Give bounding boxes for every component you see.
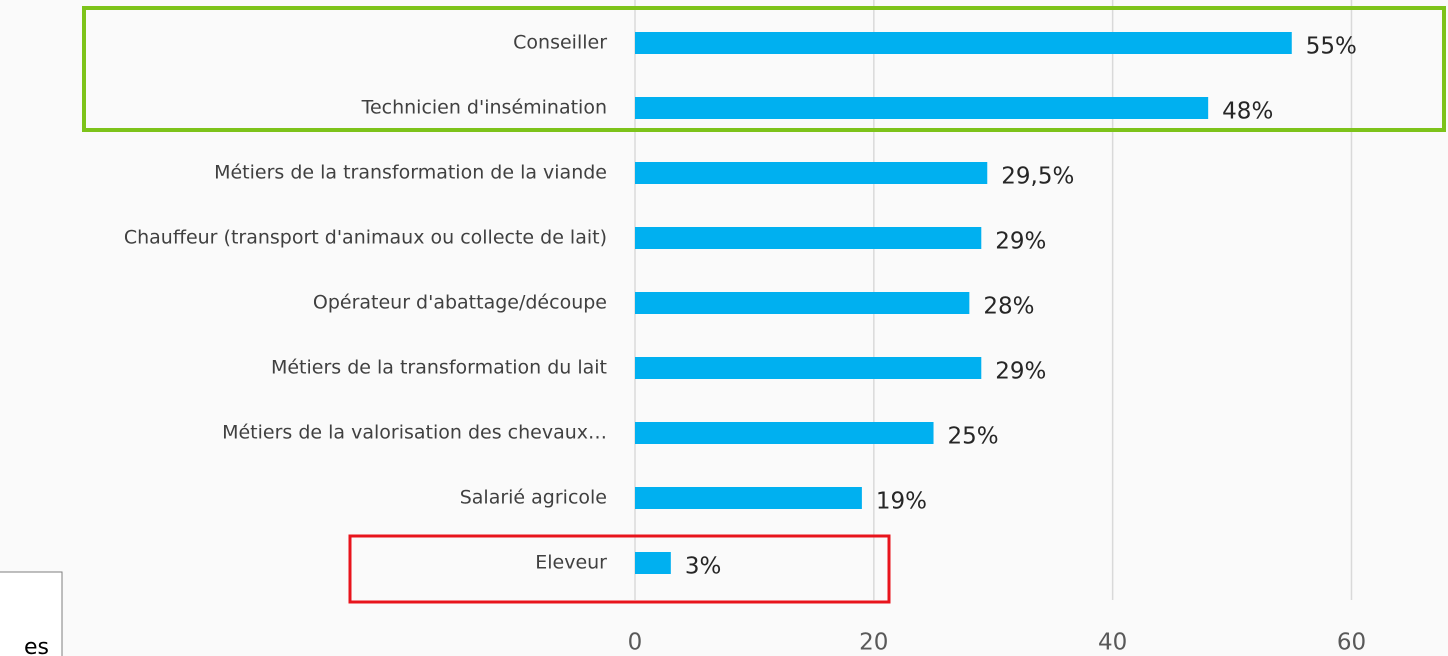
annotation: es	[24, 635, 49, 656]
y-tick-label: Conseiller	[513, 32, 607, 54]
bar	[635, 292, 970, 314]
bar	[635, 357, 982, 379]
x-tick-label: 40	[1098, 630, 1127, 656]
data-label: 29%	[995, 229, 1046, 255]
y-tick-label: Technicien d'insémination	[361, 97, 607, 119]
bar	[635, 422, 934, 444]
bar	[635, 487, 862, 509]
x-tick-label: 60	[1337, 630, 1366, 656]
legend-box	[0, 571, 63, 656]
y-tick-label: Eleveur	[535, 552, 607, 574]
marks: Conseiller 55% Technicien d'insémination 48…	[124, 32, 1357, 580]
x-tick-label: 20	[859, 630, 888, 656]
bar	[635, 552, 671, 574]
bar	[635, 32, 1292, 54]
y-tick-label: Métiers de la valorisation des chevaux…	[222, 422, 607, 444]
bar	[635, 162, 988, 184]
data-label: 55%	[1306, 34, 1357, 60]
data-label: 29%	[995, 359, 1046, 385]
y-tick-label: Chauffeur (transport d'animaux ou collec…	[124, 227, 607, 249]
data-label: 29,5%	[1001, 164, 1074, 190]
bar	[635, 227, 982, 249]
data-label: 28%	[983, 294, 1034, 320]
highlight-box	[82, 6, 1446, 132]
data-label: 19%	[876, 489, 927, 515]
data-label: 3%	[685, 554, 722, 580]
highlight-box	[348, 534, 891, 604]
x-tick-label: 0	[628, 630, 643, 656]
y-tick-label: Métiers de la transformation du lait	[271, 357, 607, 379]
data-label: 25%	[948, 424, 999, 450]
y-tick-label: Salarié agricole	[460, 487, 607, 509]
y-tick-label: Opérateur d'abattage/découpe	[313, 292, 607, 314]
bar	[635, 97, 1209, 119]
data-label: 48%	[1222, 99, 1273, 125]
y-tick-label: Métiers de la transformation de la viand…	[214, 162, 607, 184]
